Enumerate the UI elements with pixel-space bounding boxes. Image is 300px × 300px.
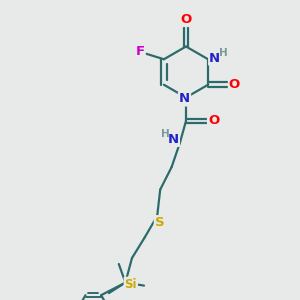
Text: H: H <box>219 48 227 58</box>
Text: S: S <box>155 216 164 229</box>
Text: Si: Si <box>124 278 137 291</box>
Text: O: O <box>208 114 219 128</box>
Text: O: O <box>229 78 240 91</box>
Text: H: H <box>160 129 169 139</box>
Text: F: F <box>135 45 145 58</box>
Text: N: N <box>209 52 220 64</box>
Text: O: O <box>180 13 192 26</box>
Text: N: N <box>179 92 190 106</box>
Text: N: N <box>168 133 179 146</box>
